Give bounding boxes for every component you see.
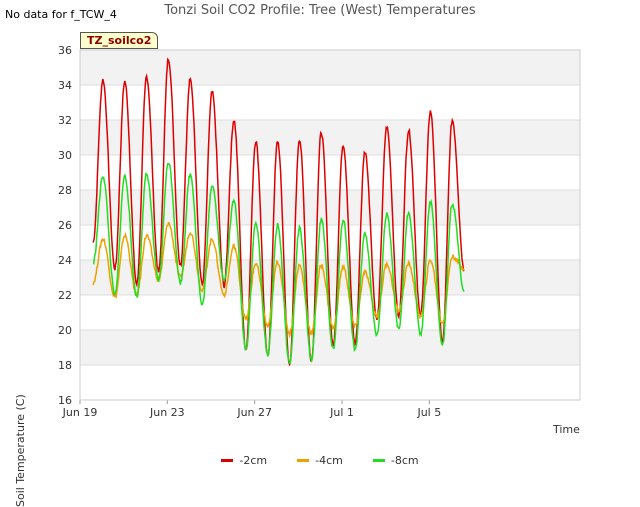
- legend-label: -4cm: [315, 454, 343, 467]
- x-axis-label: Time: [553, 423, 580, 436]
- grid-band: [80, 260, 580, 295]
- x-tick-label: Jun 19: [62, 406, 98, 419]
- legend-label: -8cm: [390, 454, 419, 467]
- legend-swatch: [221, 459, 234, 462]
- legend-item: -4cm: [297, 454, 343, 467]
- y-tick-label: 34: [58, 79, 72, 92]
- grid-band: [80, 50, 580, 85]
- legend-label: -2cm: [239, 454, 268, 467]
- y-tick-label: 26: [58, 219, 72, 232]
- y-tick-label: 32: [58, 114, 72, 127]
- y-axis-label: Soil Temperature (C): [14, 394, 27, 507]
- series-line-2cm: [92, 57, 465, 367]
- y-tick-label: 18: [58, 359, 72, 372]
- site-tag-badge: TZ_soilco2: [80, 32, 159, 49]
- x-tick-label: Jul 5: [416, 406, 441, 419]
- x-tick-label: Jul 1: [329, 406, 354, 419]
- y-tick-label: 16: [58, 394, 72, 407]
- y-tick-label: 20: [58, 324, 72, 337]
- temperature-chart: 16 18 20 22 24 26 28 30 32 34 36 Jun 19 Jun 23 Jun 2…: [58, 44, 581, 419]
- y-tick-label: 28: [58, 184, 72, 197]
- series-lines: [92, 57, 465, 367]
- y-tick-label: 24: [58, 254, 72, 267]
- x-tick-label: Jun 27: [236, 406, 272, 419]
- legend-item: -2cm: [221, 454, 267, 467]
- grid-band: [80, 120, 580, 155]
- y-tick-label: 36: [58, 44, 72, 57]
- y-tick-label: 30: [58, 149, 72, 162]
- x-tick-label: Jun 23: [149, 406, 185, 419]
- legend: -2cm -4cm -8cm: [0, 454, 640, 467]
- legend-swatch: [372, 459, 385, 462]
- chart-title: Tonzi Soil CO2 Profile: Tree (West) Temp…: [164, 3, 476, 18]
- legend-swatch: [297, 459, 310, 462]
- series-line-8cm: [92, 162, 465, 365]
- legend-item: -8cm: [372, 454, 419, 467]
- no-data-note: No data for f_TCW_4: [5, 8, 117, 21]
- x-axis-ticks: Jun 19 Jun 23 Jun 27 Jul 1 Jul 5: [62, 400, 441, 419]
- y-tick-label: 22: [58, 289, 72, 302]
- plot-frame: [79, 49, 581, 401]
